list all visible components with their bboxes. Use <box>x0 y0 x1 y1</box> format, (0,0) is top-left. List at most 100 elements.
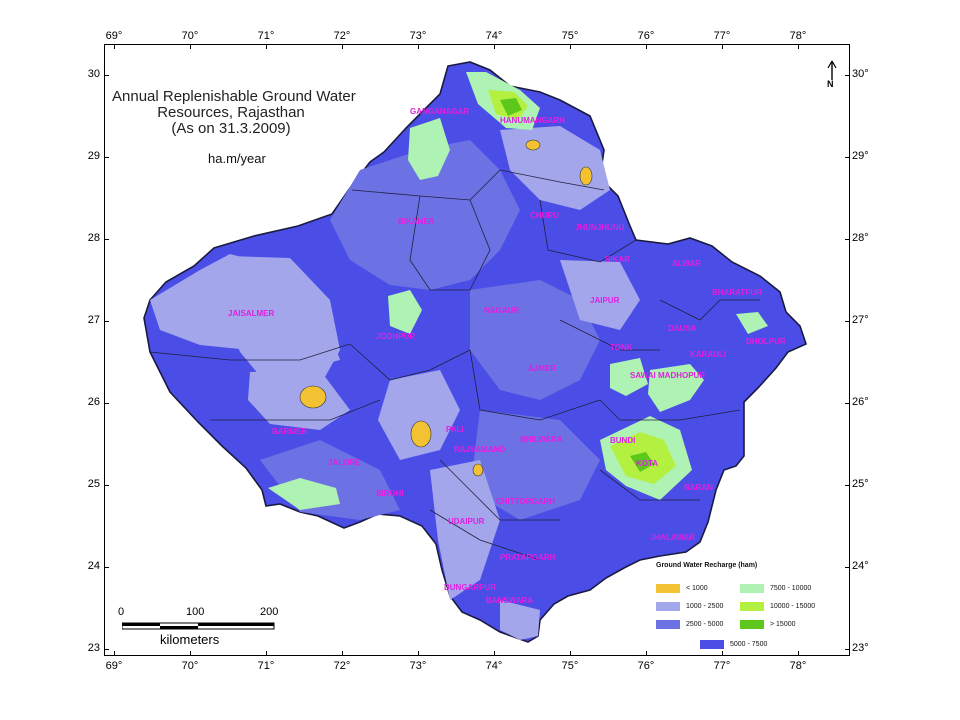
latitude-label-right: 29° <box>852 150 869 162</box>
district-label: DAUSA <box>668 324 697 333</box>
legend: Ground Water Recharge (ham) < 1000 7500 … <box>656 562 836 660</box>
latitude-tick <box>104 321 109 322</box>
zone-7500-10000 <box>388 290 422 334</box>
latitude-label-right: 28° <box>852 232 869 244</box>
longitude-tick <box>342 651 343 656</box>
district-label: PALI <box>446 425 464 434</box>
latitude-label-left: 27 <box>87 314 100 326</box>
latitude-label-left: 24 <box>87 560 100 572</box>
zone-2500-5000 <box>470 410 600 520</box>
legend-item: 2500 - 5000 <box>656 620 723 629</box>
legend-swatch <box>740 584 764 593</box>
district-label: DUNGARPUR <box>444 583 496 592</box>
district-label: SIKAR <box>605 255 630 264</box>
latitude-tick <box>845 649 850 650</box>
longitude-tick <box>646 44 647 49</box>
district-label: BHARATPUR <box>712 288 762 297</box>
map-title: Annual Replenishable Ground Water Resour… <box>112 88 356 137</box>
zone-1000-2500 <box>220 256 340 388</box>
zone-1000-2500 <box>430 460 500 600</box>
district-label: SIROHI <box>376 489 404 498</box>
district-label: KOTA <box>636 459 658 468</box>
latitude-label-right: 26° <box>852 396 869 408</box>
legend-swatch <box>740 602 764 611</box>
zone-lt-1000 <box>299 385 327 409</box>
legend-swatch <box>700 640 724 649</box>
longitude-label-bottom: 75° <box>561 660 579 672</box>
latitude-tick <box>845 157 850 158</box>
zone-7500-10000 <box>408 118 450 180</box>
scale-mark: 0 <box>118 606 125 618</box>
legend-label: 7500 - 10000 <box>770 585 812 592</box>
longitude-tick <box>266 651 267 656</box>
legend-swatch <box>656 584 680 593</box>
legend-item: 10000 - 15000 <box>740 602 815 611</box>
map-title-line: Annual Replenishable Ground Water <box>112 88 356 105</box>
longitude-label-bottom: 74° <box>485 660 503 672</box>
legend-item: 5000 - 7500 <box>700 640 767 649</box>
latitude-label-right: 25° <box>852 478 869 490</box>
legend-item: > 15000 <box>740 620 796 629</box>
longitude-label-top: 75° <box>561 30 579 42</box>
district-label: CHURU <box>530 211 559 220</box>
zone-1000-2500 <box>560 260 640 330</box>
longitude-tick <box>114 651 115 656</box>
zone-1000-2500 <box>378 370 460 460</box>
longitude-label-top: 69° <box>105 30 123 42</box>
latitude-tick <box>845 239 850 240</box>
scale-bar-graphic <box>122 622 275 630</box>
district-label: BANSWARA <box>486 596 533 605</box>
latitude-tick <box>104 75 109 76</box>
scale-bar: 0 100 200 kilometers <box>118 606 279 647</box>
scale-unit: kilometers <box>160 632 220 647</box>
legend-swatch <box>656 602 680 611</box>
latitude-tick <box>845 321 850 322</box>
district-label: UDAIPUR <box>448 517 485 526</box>
latitude-tick <box>845 485 850 486</box>
longitude-tick <box>722 651 723 656</box>
latitude-label-left: 25 <box>87 478 100 490</box>
zone-gt-15000 <box>500 98 522 116</box>
longitude-tick <box>494 651 495 656</box>
district-label: JHALAWAR <box>650 533 695 542</box>
zone-7500-10000 <box>736 312 768 334</box>
longitude-label-top: 72° <box>333 30 351 42</box>
longitude-label-bottom: 69° <box>105 660 123 672</box>
district-label: JAIPUR <box>590 296 620 305</box>
zone-gt-15000 <box>630 452 654 472</box>
district-label: GANGANAGAR <box>410 107 469 116</box>
scale-mark: 200 <box>260 606 279 618</box>
latitude-label-right: 27° <box>852 314 869 326</box>
latitude-label-left: 23 <box>87 642 100 654</box>
district-label: JODHPUR <box>376 332 415 341</box>
latitude-label-left: 29 <box>87 150 100 162</box>
longitude-label-top: 71° <box>257 30 275 42</box>
district-label: NAGAUR <box>484 306 519 315</box>
latitude-label-left: 26 <box>87 396 100 408</box>
legend-item: 1000 - 2500 <box>656 602 723 611</box>
district-boundaries <box>149 169 760 561</box>
unit-label: ha.m/year <box>208 151 266 166</box>
latitude-tick <box>104 239 109 240</box>
legend-item: < 1000 <box>656 584 708 593</box>
longitude-tick <box>342 44 343 49</box>
longitude-tick <box>418 44 419 49</box>
longitude-tick <box>722 44 723 49</box>
district-label: JALORE <box>328 458 361 467</box>
district-label: JAISALMER <box>228 309 274 318</box>
district-label: ALWAR <box>672 259 701 268</box>
latitude-tick <box>104 485 109 486</box>
latitude-label-right: 24° <box>852 560 869 572</box>
latitude-label-right: 23° <box>852 642 869 654</box>
zone-lt-1000 <box>579 166 593 186</box>
district-label: TONK <box>610 343 633 352</box>
longitude-label-top: 74° <box>485 30 503 42</box>
district-label: CHITTORGARH <box>496 497 555 506</box>
zone-2500-5000 <box>330 140 520 290</box>
longitude-label-top: 76° <box>637 30 655 42</box>
zone-1000-2500 <box>248 370 350 430</box>
map-title-line: (As on 31.3.2009) <box>171 120 291 137</box>
longitude-tick <box>418 651 419 656</box>
district-label: RAJSAMAND <box>454 445 505 454</box>
